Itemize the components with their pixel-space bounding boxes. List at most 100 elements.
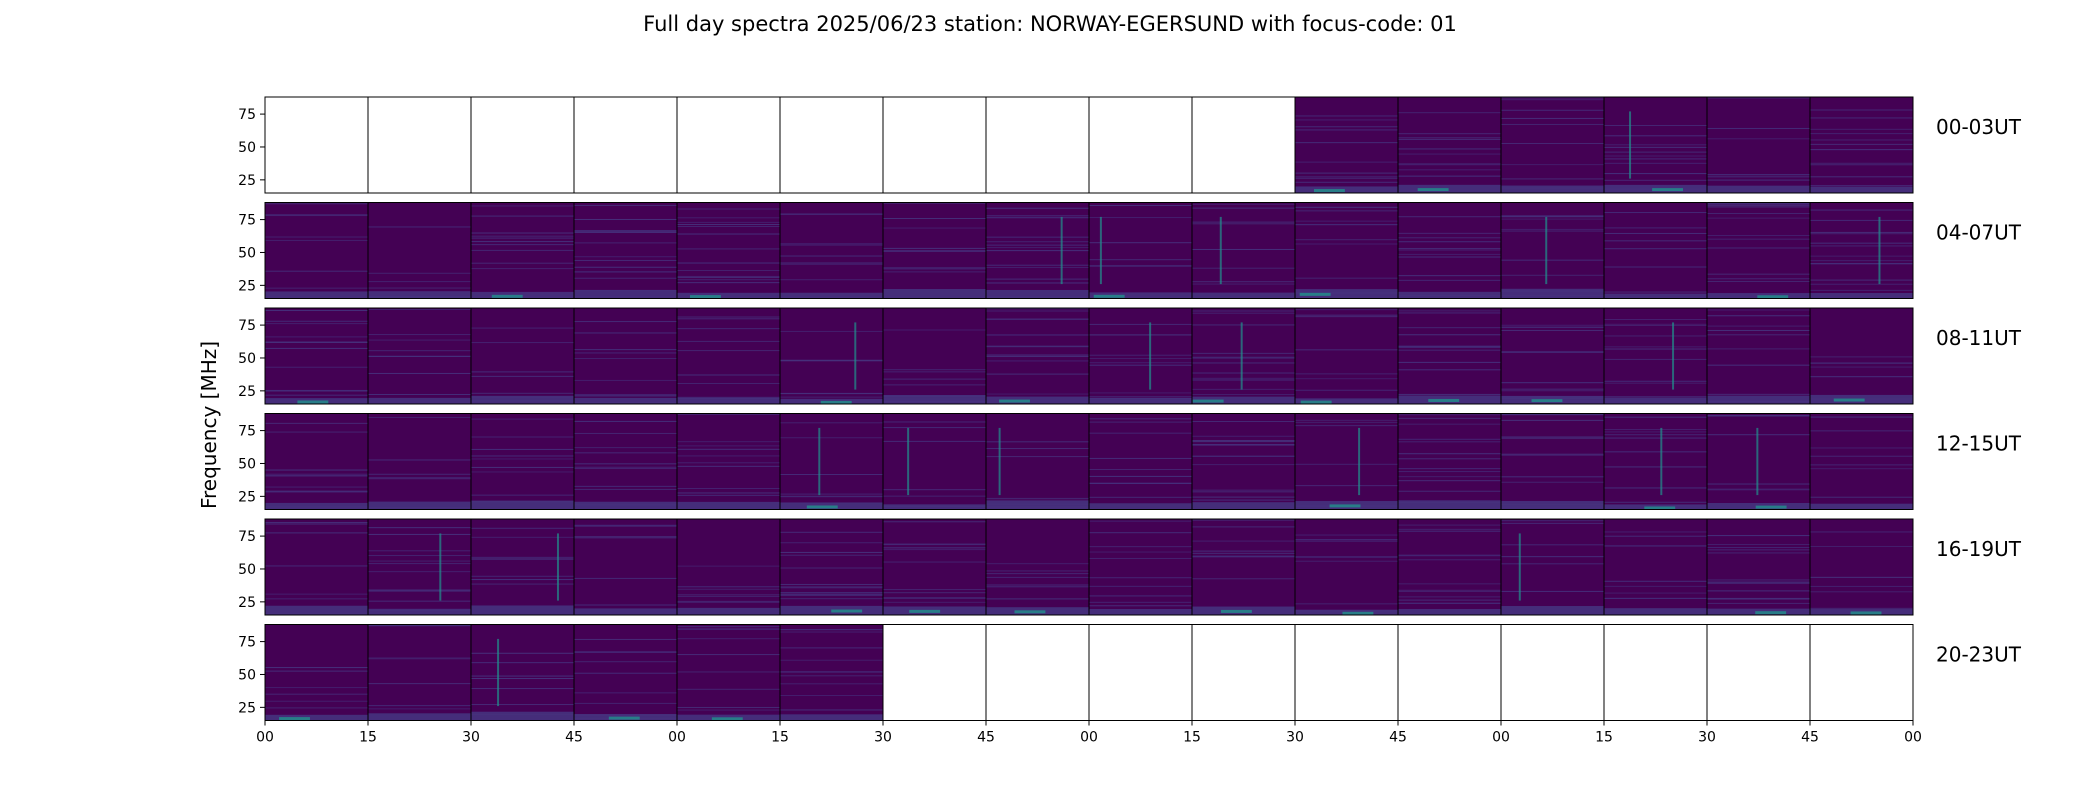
spectral-line xyxy=(780,330,883,332)
spectral-line xyxy=(265,323,368,325)
spectral-line xyxy=(1295,206,1398,208)
vertical-feature xyxy=(556,533,559,601)
spectral-line xyxy=(1810,289,1913,291)
spectral-line xyxy=(471,557,574,559)
spectral-line xyxy=(1707,179,1810,181)
spectral-line xyxy=(1501,437,1604,439)
spectral-line xyxy=(265,422,368,424)
spectral-line xyxy=(1604,135,1707,137)
spectral-line xyxy=(1501,453,1604,455)
spectral-line xyxy=(574,358,677,360)
spectral-line xyxy=(1295,277,1398,279)
spectrum-panel xyxy=(264,413,369,510)
spectral-line xyxy=(368,589,471,591)
spectral-line xyxy=(265,309,368,311)
spectral-line xyxy=(1707,415,1810,417)
empty-panel xyxy=(883,624,986,721)
spectral-line xyxy=(471,342,574,344)
spectrum-panel xyxy=(1603,413,1708,510)
spectral-line xyxy=(780,551,883,553)
spectrum-panel xyxy=(1809,413,1914,510)
spectral-line xyxy=(368,657,471,659)
spectral-line xyxy=(1501,520,1604,522)
vertical-feature xyxy=(1518,533,1521,601)
spectral-line xyxy=(574,651,677,653)
spectrum-panel xyxy=(882,96,987,194)
spectral-line xyxy=(471,268,574,270)
spectrum-panel xyxy=(1294,307,1399,405)
spectral-line xyxy=(368,372,471,374)
spectral-line xyxy=(471,371,574,373)
vertical-feature xyxy=(1629,111,1632,179)
spectral-line xyxy=(574,420,677,422)
spectral-line xyxy=(1192,519,1295,521)
spectrum-panel xyxy=(1706,518,1811,616)
spectral-line xyxy=(1192,444,1295,446)
spectral-line xyxy=(1604,232,1707,234)
spectral-line xyxy=(368,393,471,395)
spectrum-panel xyxy=(1397,307,1502,405)
spectral-line xyxy=(1398,169,1501,171)
spectral-line xyxy=(1707,217,1810,219)
spectrum-panel xyxy=(676,413,781,510)
spectral-line xyxy=(1398,596,1501,598)
spectral-line xyxy=(1089,475,1192,477)
spectral-line xyxy=(780,255,883,257)
spectral-line xyxy=(677,626,780,628)
spectral-line xyxy=(1089,496,1192,498)
low-band xyxy=(265,502,368,510)
spectral-line xyxy=(1089,457,1192,459)
spectral-line xyxy=(1192,489,1295,491)
spectrum-panel xyxy=(264,202,369,299)
spectral-line xyxy=(1089,421,1192,423)
spectrum-panel xyxy=(573,518,678,616)
spectrum-panel xyxy=(470,307,575,405)
spectral-line xyxy=(1604,431,1707,433)
spectral-line xyxy=(471,662,574,664)
spectral-line xyxy=(780,629,883,631)
low-band xyxy=(883,504,986,510)
spectral-line xyxy=(986,356,1089,358)
spectral-line xyxy=(780,592,883,594)
spectrum-panel xyxy=(367,518,472,616)
spectral-line xyxy=(1192,455,1295,457)
panel-background xyxy=(1707,519,1810,615)
spectral-line xyxy=(986,393,1089,395)
spectral-line xyxy=(780,583,883,585)
spectrum-panel xyxy=(1294,413,1399,510)
spectral-line xyxy=(780,659,883,661)
spectral-line xyxy=(677,441,780,443)
spectral-line xyxy=(265,469,368,471)
low-band xyxy=(1192,396,1295,404)
spectral-line xyxy=(1192,578,1295,580)
low-band xyxy=(265,714,368,721)
spectral-line xyxy=(677,628,780,630)
spectral-line xyxy=(986,448,1089,450)
spectral-line xyxy=(1192,379,1295,381)
spectral-line xyxy=(1501,454,1604,456)
band-burst xyxy=(1850,611,1882,615)
spectral-line xyxy=(1192,499,1295,501)
panel-frame xyxy=(1809,202,1914,299)
spectral-line xyxy=(1604,212,1707,214)
spectral-line xyxy=(1192,362,1295,364)
spectral-line xyxy=(986,241,1089,243)
spectral-line xyxy=(1501,590,1604,592)
band-burst xyxy=(1755,611,1787,615)
spectral-line xyxy=(265,431,368,433)
spectral-line xyxy=(677,671,780,673)
spectral-line xyxy=(677,586,780,588)
row-label: 08-11UT xyxy=(1936,326,2022,350)
spectrum-panel xyxy=(1088,518,1193,616)
spectrum-panel xyxy=(367,624,472,721)
spectral-line xyxy=(883,329,986,331)
spectral-line xyxy=(1192,441,1295,443)
spectral-line xyxy=(1707,581,1810,583)
spectral-line xyxy=(883,267,986,269)
spectral-line xyxy=(574,259,677,261)
low-band xyxy=(677,292,780,299)
empty-panel xyxy=(1501,624,1604,721)
spectral-line xyxy=(1810,176,1913,178)
spectrum-panel xyxy=(676,96,781,194)
spectral-line xyxy=(471,392,574,394)
